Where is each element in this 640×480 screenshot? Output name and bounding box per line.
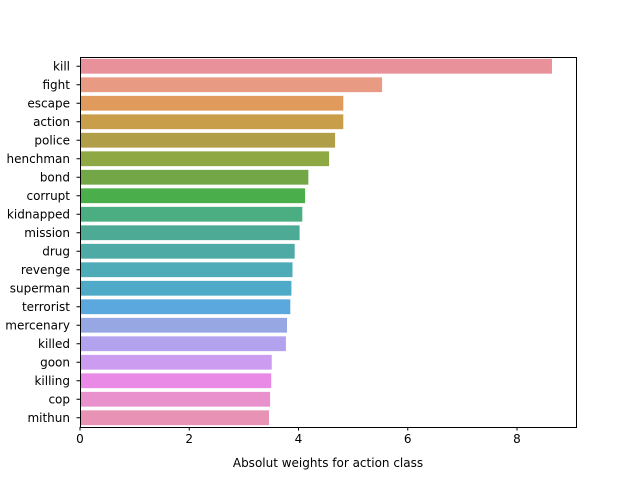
category-label-henchman: henchman (7, 152, 70, 166)
category-label-superman: superman (10, 281, 70, 295)
bar-superman (80, 280, 292, 296)
bar-corrupt (80, 188, 306, 204)
bar-action (80, 114, 344, 130)
category-label-police: police (34, 133, 70, 147)
category-label-action: action (33, 115, 70, 129)
category-label-mercenary: mercenary (5, 318, 70, 332)
bar-killed (80, 336, 286, 352)
category-label-mithun: mithun (27, 411, 70, 425)
bar-goon (80, 354, 272, 370)
bar-mission (80, 225, 300, 241)
category-label-corrupt: corrupt (26, 189, 70, 203)
bar-bond (80, 169, 309, 185)
category-label-cop: cop (48, 392, 70, 406)
category-label-terrorist: terrorist (22, 300, 70, 314)
category-label-kill: kill (53, 59, 70, 73)
category-label-drug: drug (42, 244, 70, 258)
bar-henchman (80, 151, 330, 167)
x-tick-label: 6 (404, 432, 412, 446)
x-tick-label: 8 (513, 432, 521, 446)
bar-police (80, 132, 336, 148)
x-tick-label: 4 (295, 432, 303, 446)
bar-cop (80, 391, 271, 407)
bar-kidnapped (80, 206, 303, 222)
bar-terrorist (80, 299, 291, 315)
bar-mercenary (80, 317, 288, 333)
category-label-goon: goon (40, 355, 70, 369)
category-label-bond: bond (40, 170, 70, 184)
category-labels: kill fight escape action police henchman bond c… (5, 59, 80, 425)
category-label-killing: killing (34, 374, 70, 388)
plot-frame (80, 57, 577, 428)
category-label-mission: mission (24, 226, 70, 240)
category-label-fight: fight (43, 78, 71, 92)
bar-kill (80, 58, 552, 74)
bar-escape (80, 95, 344, 111)
x-axis-ticks: 0 2 4 6 8 (76, 427, 521, 446)
bar-mithun (80, 410, 270, 426)
x-tick-label: 2 (185, 432, 193, 446)
bar-fight (80, 77, 383, 93)
category-label-killed: killed (38, 337, 70, 351)
x-axis-label: Absolut weights for action class (233, 456, 423, 470)
bar-killing (80, 373, 272, 389)
bars-group (80, 58, 552, 426)
category-label-escape: escape (27, 96, 70, 110)
x-tick-label: 0 (76, 432, 84, 446)
bar-drug (80, 243, 295, 259)
bar-revenge (80, 262, 293, 278)
category-label-kidnapped: kidnapped (7, 207, 70, 221)
category-label-revenge: revenge (21, 263, 70, 277)
